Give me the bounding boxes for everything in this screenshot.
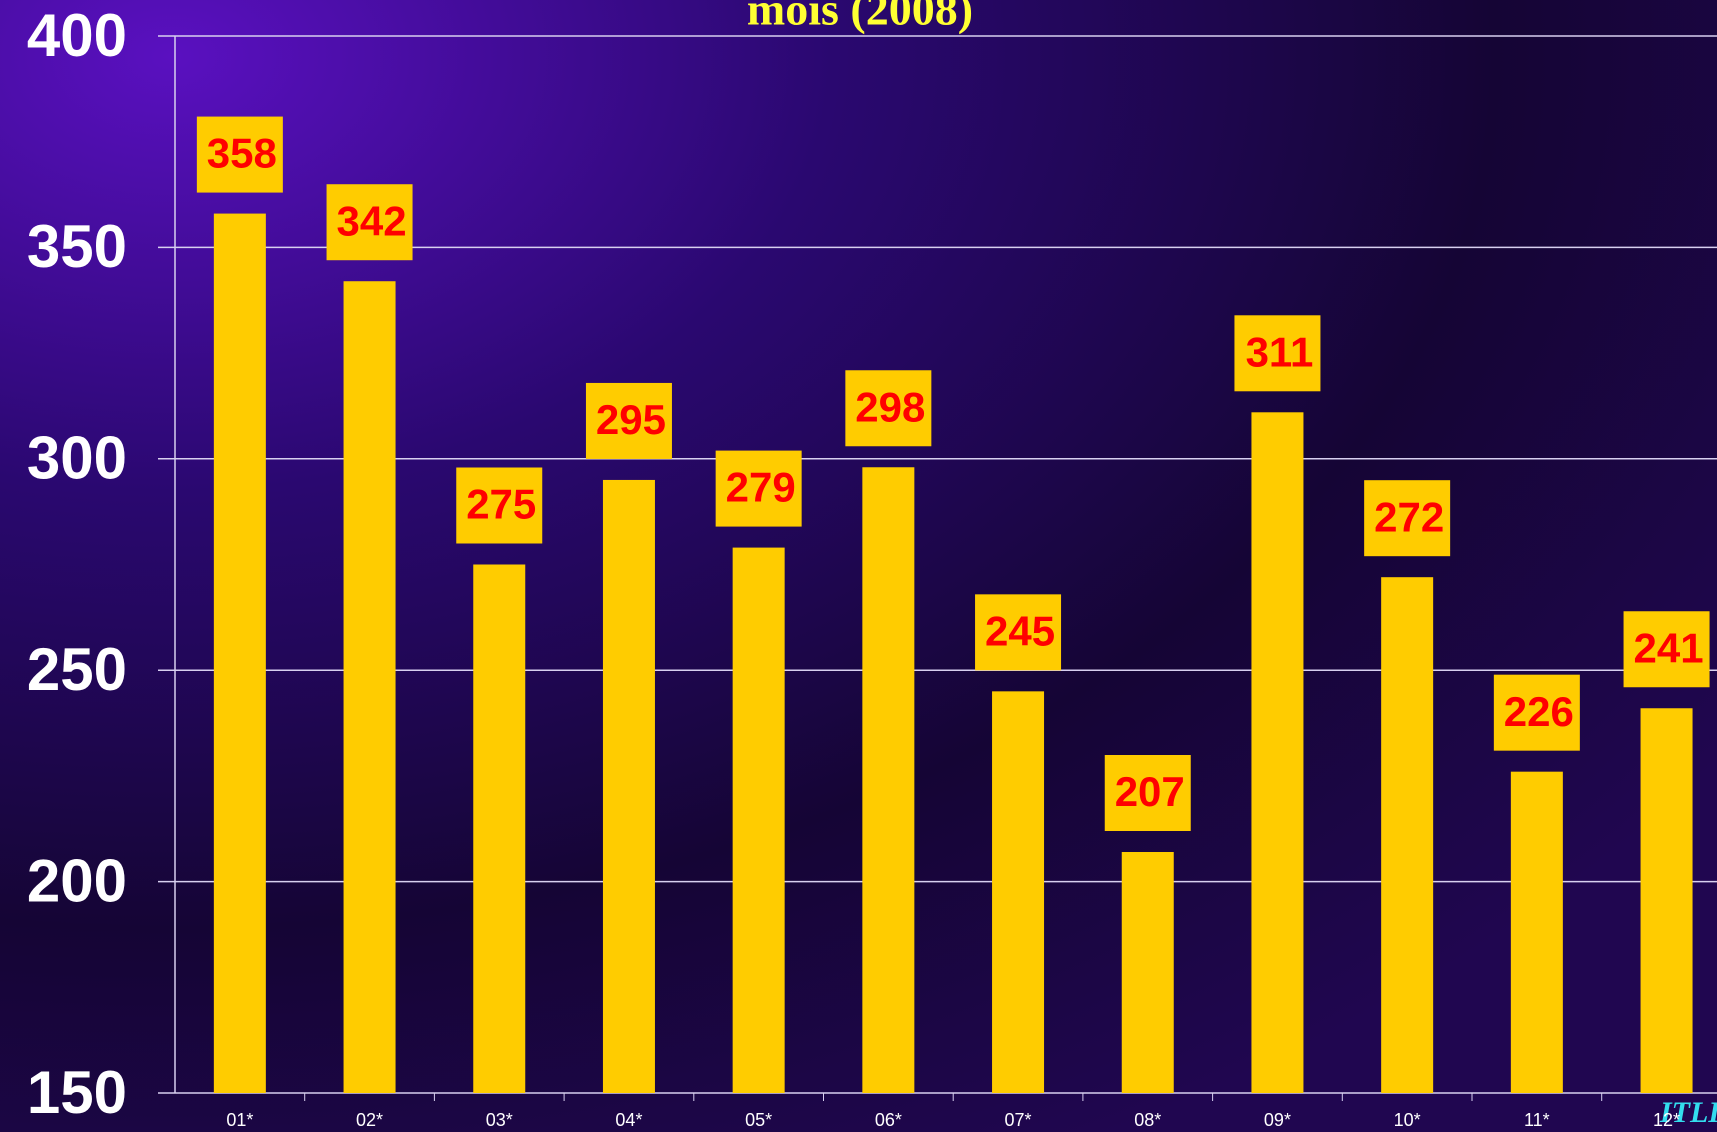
value-label: 342 <box>337 197 407 244</box>
value-label-box <box>845 370 932 447</box>
bar <box>732 547 785 1093</box>
x-tick-label: 06* <box>875 1110 902 1130</box>
y-tick-label: 150 <box>27 1059 127 1126</box>
value-label: 275 <box>466 481 536 528</box>
value-label: 358 <box>207 130 277 177</box>
value-label: 298 <box>855 383 925 430</box>
bar <box>213 213 266 1094</box>
x-tick-label: 03* <box>486 1110 513 1130</box>
value-label: 295 <box>596 396 666 443</box>
x-tick-label: 07* <box>1005 1110 1032 1130</box>
value-label-box <box>1364 480 1451 557</box>
x-tick-label: 02* <box>356 1110 383 1130</box>
x-tick-label: 11* <box>1524 1110 1550 1130</box>
value-label-box <box>585 382 672 459</box>
value-label-box <box>456 467 543 544</box>
bar <box>473 564 526 1093</box>
bar <box>1640 708 1693 1093</box>
value-label: 241 <box>1634 624 1704 671</box>
y-tick-label: 200 <box>27 847 127 914</box>
y-tick-label: 400 <box>27 2 127 69</box>
bar <box>602 479 655 1093</box>
value-label-box <box>1104 755 1191 832</box>
y-tick-label: 250 <box>27 636 127 703</box>
value-label: 207 <box>1115 768 1185 815</box>
y-tick-label: 300 <box>27 425 127 492</box>
x-tick-label: 09* <box>1264 1110 1291 1130</box>
bar <box>1381 577 1434 1093</box>
y-tick-label: 350 <box>27 213 127 280</box>
value-label: 279 <box>726 464 796 511</box>
x-tick-label: 08* <box>1134 1110 1161 1130</box>
x-tick-label: 04* <box>615 1110 642 1130</box>
x-tick-label: 05* <box>745 1110 772 1130</box>
value-label-box <box>1493 674 1580 751</box>
bar <box>1251 412 1304 1093</box>
x-tick-label: 01* <box>226 1110 253 1130</box>
value-label-box <box>975 594 1062 671</box>
annotation: ITLI <box>1659 1096 1717 1129</box>
value-label: 245 <box>985 607 1055 654</box>
value-label: 226 <box>1504 688 1574 735</box>
x-tick-label: 10* <box>1394 1110 1421 1130</box>
bar <box>992 691 1045 1093</box>
bar <box>1510 771 1563 1093</box>
bar <box>862 467 915 1094</box>
value-label-box <box>326 184 413 261</box>
value-label-box <box>1234 315 1321 392</box>
x-tick-label: 12* <box>1653 1110 1680 1130</box>
bar <box>343 281 396 1093</box>
bar <box>1121 852 1174 1093</box>
value-label: 272 <box>1374 493 1444 540</box>
value-label-box <box>715 450 802 527</box>
chart-title: mois (2008) <box>747 0 973 35</box>
value-label-box <box>1623 611 1710 688</box>
value-label: 311 <box>1246 328 1314 375</box>
value-label-box <box>196 116 283 193</box>
